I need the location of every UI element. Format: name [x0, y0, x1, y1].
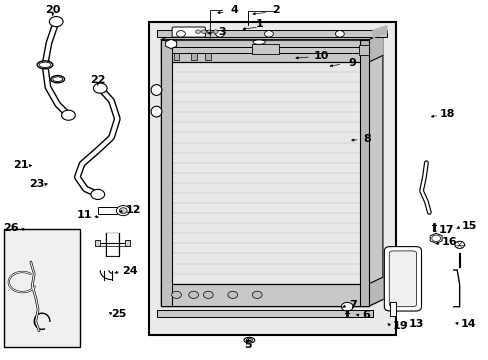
Ellipse shape — [37, 61, 53, 69]
Polygon shape — [368, 33, 382, 306]
Text: 7: 7 — [348, 300, 356, 310]
Bar — [251, 44, 278, 54]
Text: 13: 13 — [408, 319, 424, 329]
Text: 17: 17 — [437, 225, 453, 235]
Bar — [124, 240, 129, 246]
FancyBboxPatch shape — [172, 27, 205, 37]
Bar — [149, 22, 395, 335]
Text: 23: 23 — [29, 179, 44, 189]
Text: 25: 25 — [110, 309, 126, 319]
Bar — [4, 229, 80, 347]
Ellipse shape — [53, 77, 62, 82]
Ellipse shape — [151, 106, 162, 117]
Text: 11: 11 — [76, 210, 92, 220]
Ellipse shape — [245, 338, 252, 342]
Bar — [161, 40, 172, 306]
Bar — [360, 40, 368, 306]
Text: 18: 18 — [439, 109, 454, 120]
Text: 10: 10 — [313, 51, 329, 61]
Circle shape — [213, 30, 218, 33]
Bar — [95, 240, 100, 246]
Bar — [389, 302, 395, 316]
Ellipse shape — [151, 85, 162, 95]
Text: 12: 12 — [125, 204, 141, 215]
Text: 19: 19 — [391, 321, 407, 331]
Circle shape — [49, 17, 63, 27]
Circle shape — [227, 291, 237, 298]
Circle shape — [454, 241, 464, 248]
Text: 9: 9 — [347, 58, 355, 68]
Bar — [190, 53, 196, 60]
Bar — [105, 233, 119, 256]
Circle shape — [215, 31, 224, 37]
Circle shape — [341, 302, 352, 311]
Text: 4: 4 — [230, 5, 238, 15]
Text: 6: 6 — [361, 310, 369, 320]
Text: 1: 1 — [255, 19, 263, 30]
Ellipse shape — [253, 40, 265, 44]
Bar — [105, 233, 119, 256]
Bar — [359, 45, 368, 55]
FancyBboxPatch shape — [388, 251, 416, 307]
Text: 15: 15 — [461, 221, 476, 231]
Circle shape — [203, 291, 213, 298]
Polygon shape — [368, 33, 382, 62]
Text: 21: 21 — [13, 160, 28, 170]
Circle shape — [171, 291, 181, 298]
Bar — [161, 40, 368, 62]
Circle shape — [335, 31, 344, 37]
Circle shape — [201, 30, 206, 33]
Text: 16: 16 — [441, 237, 457, 247]
Circle shape — [61, 110, 75, 120]
Circle shape — [176, 31, 185, 37]
Circle shape — [195, 30, 200, 33]
Bar — [161, 62, 368, 284]
Polygon shape — [161, 33, 382, 40]
Text: 22: 22 — [90, 75, 105, 85]
Text: 26: 26 — [3, 222, 19, 233]
Circle shape — [119, 208, 127, 213]
Ellipse shape — [39, 62, 51, 68]
Circle shape — [91, 189, 104, 199]
Ellipse shape — [244, 337, 254, 343]
Text: 20: 20 — [45, 5, 61, 15]
FancyBboxPatch shape — [384, 247, 421, 311]
Circle shape — [93, 83, 107, 93]
Bar — [157, 310, 372, 317]
Circle shape — [188, 291, 198, 298]
Bar — [98, 207, 117, 214]
Circle shape — [116, 206, 130, 216]
Circle shape — [207, 30, 212, 33]
Polygon shape — [368, 277, 382, 306]
Text: 24: 24 — [122, 266, 137, 276]
Bar — [161, 284, 368, 306]
Bar — [161, 40, 368, 306]
Text: 5: 5 — [244, 340, 252, 350]
Text: 2: 2 — [272, 5, 280, 15]
Polygon shape — [372, 26, 386, 37]
Ellipse shape — [51, 76, 64, 83]
Circle shape — [252, 291, 262, 298]
Bar — [173, 53, 179, 60]
Polygon shape — [161, 33, 382, 40]
Circle shape — [431, 235, 440, 242]
Circle shape — [264, 31, 273, 37]
Text: 3: 3 — [218, 27, 226, 37]
Bar — [205, 53, 211, 60]
Bar — [157, 30, 386, 37]
Text: 14: 14 — [460, 319, 475, 329]
Text: 8: 8 — [363, 134, 371, 144]
